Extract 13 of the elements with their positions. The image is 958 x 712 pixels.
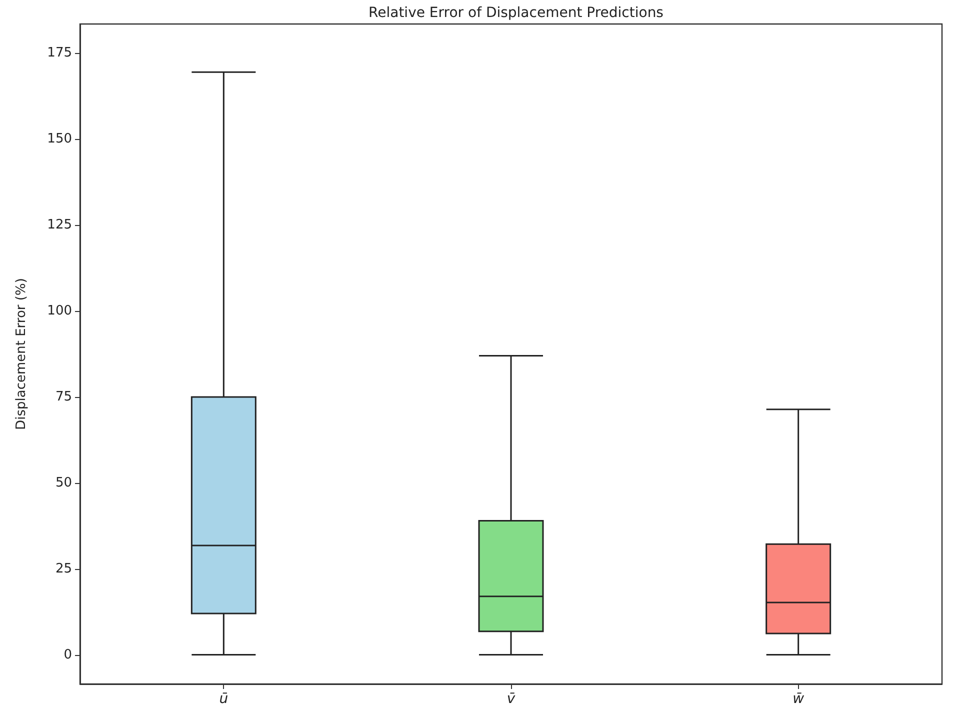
x-tick-label: w̄ bbox=[792, 691, 805, 707]
y-tick-label: 0 bbox=[64, 647, 72, 662]
x-tick-label: ū bbox=[219, 691, 228, 707]
y-tick-label: 125 bbox=[47, 218, 72, 233]
y-tick-label: 100 bbox=[47, 304, 72, 319]
y-tick-label: 25 bbox=[55, 561, 72, 576]
chart-title: Relative Error of Displacement Predictions bbox=[368, 5, 664, 21]
y-axis-title: Displacement Error (%) bbox=[14, 278, 29, 430]
y-tick-label: 175 bbox=[47, 46, 72, 61]
y-tick-label: 50 bbox=[55, 475, 72, 490]
y-tick-label: 150 bbox=[47, 132, 72, 147]
y-tick-label: 75 bbox=[55, 389, 72, 404]
x-tick-label: v̄ bbox=[506, 691, 516, 707]
